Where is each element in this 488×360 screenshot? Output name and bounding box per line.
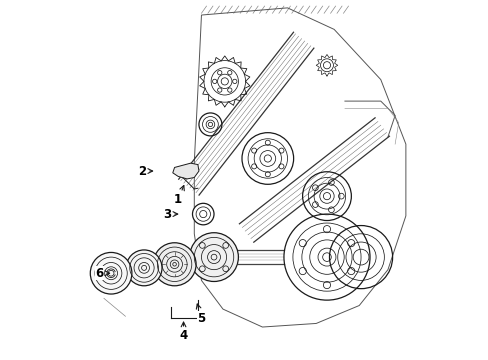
Circle shape xyxy=(90,252,132,294)
Text: 1: 1 xyxy=(174,185,184,206)
Text: 4: 4 xyxy=(179,322,187,342)
Circle shape xyxy=(192,203,214,225)
Circle shape xyxy=(126,250,162,286)
Polygon shape xyxy=(172,163,199,179)
Circle shape xyxy=(189,233,238,282)
Text: 2: 2 xyxy=(138,165,152,177)
Text: 3: 3 xyxy=(163,208,177,221)
Circle shape xyxy=(153,243,196,286)
Text: 6: 6 xyxy=(95,267,109,280)
Text: 5: 5 xyxy=(196,304,205,325)
